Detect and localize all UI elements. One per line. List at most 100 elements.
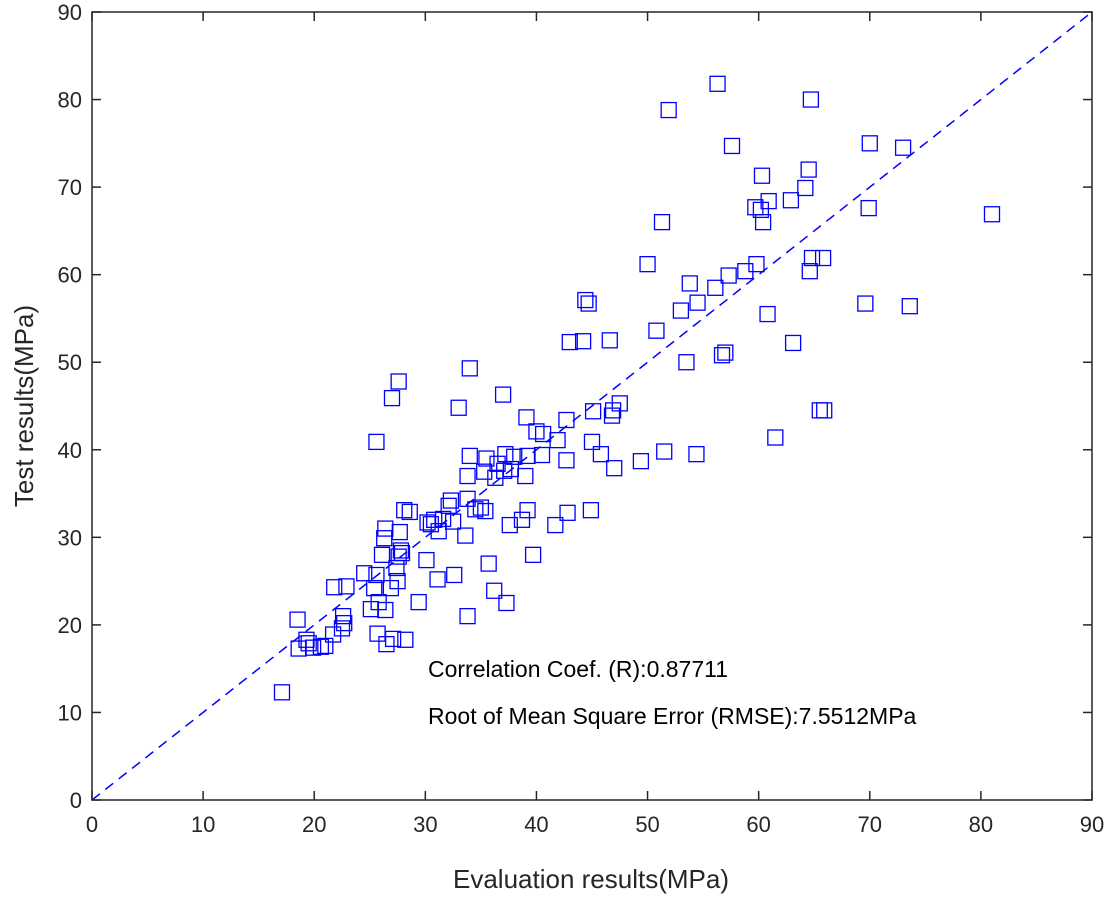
data-point xyxy=(574,333,592,350)
y-tick-label: 50 xyxy=(58,350,82,375)
y-tick-label: 60 xyxy=(58,263,82,288)
data-point xyxy=(377,520,394,537)
data-point xyxy=(653,213,671,231)
data-point xyxy=(601,332,618,349)
data-point xyxy=(440,497,457,514)
data-point xyxy=(392,542,410,559)
y-tick-label: 30 xyxy=(58,525,82,550)
data-point xyxy=(672,302,690,319)
data-point xyxy=(689,294,706,311)
x-tick-label: 10 xyxy=(191,812,215,837)
data-point xyxy=(480,555,497,572)
data-point xyxy=(524,546,542,563)
x-tick-label: 80 xyxy=(969,812,993,837)
data-point xyxy=(486,582,503,599)
points-layer xyxy=(273,75,1001,701)
data-point xyxy=(429,571,446,588)
data-point xyxy=(396,502,413,519)
data-point xyxy=(797,179,814,197)
y-tick-label: 90 xyxy=(58,0,82,25)
data-point xyxy=(558,452,575,469)
plot-area-frame xyxy=(91,11,1093,801)
data-point xyxy=(383,389,401,407)
x-tick-label: 60 xyxy=(746,812,770,837)
data-point xyxy=(461,360,478,377)
data-point xyxy=(857,295,874,312)
data-point xyxy=(656,443,673,460)
data-point xyxy=(517,467,534,485)
data-point xyxy=(860,199,877,217)
data-point xyxy=(496,462,513,479)
data-point xyxy=(366,579,383,597)
data-point xyxy=(584,403,602,420)
data-point xyxy=(577,291,594,309)
data-point xyxy=(559,504,576,521)
data-point xyxy=(592,446,610,463)
data-point xyxy=(356,565,373,582)
data-point xyxy=(418,551,435,569)
data-point xyxy=(784,334,802,352)
x-tick-label: 70 xyxy=(858,812,882,837)
x-tick-label: 50 xyxy=(635,812,659,837)
data-point xyxy=(754,213,772,231)
data-point xyxy=(376,530,393,547)
data-point xyxy=(803,249,821,267)
data-point xyxy=(753,167,771,184)
data-point xyxy=(717,344,734,361)
y-axis-label: Test results(MPa) xyxy=(9,305,39,507)
data-point xyxy=(583,433,601,451)
x-tick-label: 90 xyxy=(1080,812,1104,837)
data-point xyxy=(547,516,564,534)
data-point xyxy=(801,263,818,280)
data-point xyxy=(457,527,474,544)
data-point xyxy=(678,354,695,371)
data-point xyxy=(289,611,306,628)
data-point xyxy=(368,566,385,584)
data-point xyxy=(861,135,878,152)
data-point xyxy=(461,447,478,465)
data-point xyxy=(681,275,698,292)
y-tick-label: 80 xyxy=(58,88,82,113)
rmse-annotation: Root of Mean Square Error (RMSE):7.5512M… xyxy=(428,703,917,729)
data-point xyxy=(369,625,386,642)
data-point xyxy=(506,448,523,465)
data-point xyxy=(401,503,418,521)
data-point xyxy=(389,572,406,590)
x-tick-label: 40 xyxy=(524,812,548,837)
data-point xyxy=(397,631,414,648)
data-point xyxy=(802,91,820,108)
data-point xyxy=(709,75,726,92)
y-tick-label: 40 xyxy=(58,438,82,463)
data-point xyxy=(450,399,467,416)
data-point xyxy=(759,305,776,323)
data-point xyxy=(720,267,737,284)
x-tick-label: 0 xyxy=(86,812,98,837)
data-point xyxy=(390,548,407,565)
data-point xyxy=(800,161,817,178)
data-point xyxy=(901,298,918,315)
data-point xyxy=(498,594,515,612)
data-point xyxy=(549,431,566,449)
data-point xyxy=(811,402,828,419)
data-point xyxy=(300,635,317,652)
x-tick-label: 30 xyxy=(413,812,437,837)
data-point xyxy=(477,502,494,520)
data-point xyxy=(894,139,912,156)
data-point xyxy=(611,395,628,412)
y-tick-label: 0 xyxy=(70,788,82,813)
data-point xyxy=(333,620,351,637)
data-point xyxy=(472,499,490,516)
data-point xyxy=(378,636,395,653)
x-axis-label: Evaluation results(MPa) xyxy=(453,864,729,894)
data-point xyxy=(373,546,391,563)
axis-ticks: 0 10 20 30 40 50 60 70 80 90 0 10 20 30 40 50 60 70 80 90 xyxy=(58,0,1105,837)
data-point xyxy=(648,322,665,339)
data-point xyxy=(393,544,411,562)
data-point xyxy=(723,137,741,155)
data-point xyxy=(816,402,833,419)
data-point xyxy=(478,450,495,467)
data-point xyxy=(582,502,600,519)
data-point xyxy=(377,601,394,619)
data-point xyxy=(390,373,407,390)
